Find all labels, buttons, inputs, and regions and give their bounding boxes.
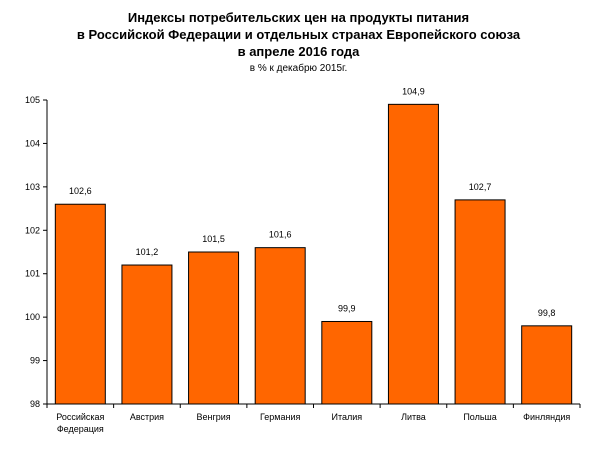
y-tick-label: 105: [25, 95, 40, 105]
x-tick-label: Литва: [401, 412, 426, 422]
bar: [254, 247, 306, 405]
bar: [321, 320, 373, 405]
y-tick-label: 100: [25, 312, 40, 322]
x-tick-label: Италия: [331, 412, 362, 422]
data-label: 101,6: [269, 230, 292, 240]
chart-title-line-2: в Российской Федерации и отдельных стран…: [76, 27, 521, 42]
y-tick-label: 98: [30, 399, 40, 409]
chart-subtitle: в % к декабрю 2015г.: [249, 63, 348, 74]
x-tick-label: Австрия: [130, 412, 164, 422]
x-tick-label: Российская: [56, 412, 104, 422]
data-label: 101,5: [202, 234, 225, 244]
bar: [188, 251, 240, 405]
data-label: 104,9: [402, 86, 425, 96]
bar: [454, 199, 506, 405]
data-label: 102,7: [469, 182, 492, 192]
x-tick-label: Финляндия: [523, 412, 570, 422]
y-tick-label: 99: [30, 356, 40, 366]
bar: [54, 203, 106, 405]
x-tick-label: Польша: [463, 412, 496, 422]
y-tick-label: 103: [25, 182, 40, 192]
y-tick-label: 101: [25, 269, 40, 279]
bar: [521, 325, 573, 405]
chart-title-line-1: Индексы потребительских цен на продукты …: [127, 10, 470, 25]
x-tick-label: Венгрия: [196, 412, 230, 422]
y-tick-label: 102: [25, 225, 40, 235]
x-tick-label: Федерация: [57, 424, 104, 434]
data-label: 99,8: [538, 308, 556, 318]
bar: [121, 264, 173, 405]
y-tick-label: 104: [25, 138, 40, 148]
x-tick-label: Германия: [260, 412, 300, 422]
data-label: 99,9: [338, 303, 356, 313]
data-label: 101,2: [136, 247, 159, 257]
chart-title-line-3: в апреле 2016 года: [237, 44, 360, 59]
data-label: 102,6: [69, 186, 92, 196]
bar: [387, 103, 439, 405]
